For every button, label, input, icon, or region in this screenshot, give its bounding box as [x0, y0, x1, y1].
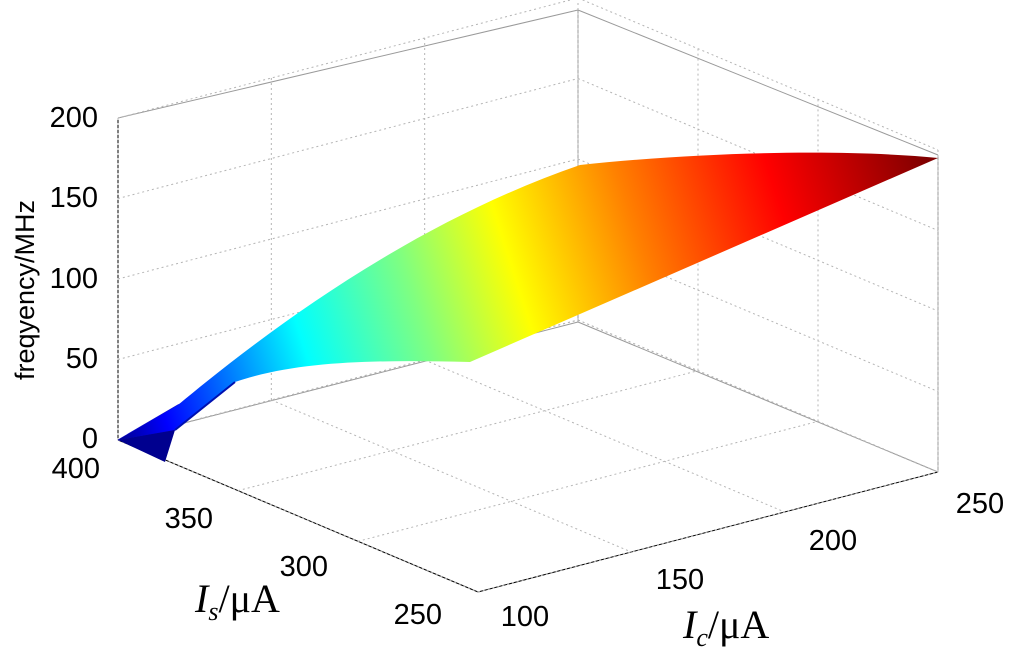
surface-plot [117, 152, 938, 462]
z-tick-50: 50 [66, 343, 98, 375]
x-ticks: 100 150 200 250 [501, 488, 1004, 633]
y-ticks: 400 350 300 250 [52, 453, 442, 631]
surface-crease [174, 381, 236, 431]
grid-line [117, 158, 579, 280]
x-axis-label: Ic/μA [682, 602, 769, 652]
grid-line [424, 359, 785, 513]
grid-line [237, 370, 699, 492]
y-tick-350: 350 [165, 503, 213, 535]
z-tick-100: 100 [50, 263, 98, 295]
z-axis-label: freqyency/MHz [10, 200, 40, 380]
y-tick-300: 300 [280, 551, 328, 583]
y-tick-400: 400 [52, 453, 100, 485]
grid-line [577, 319, 939, 473]
x-tick-100: 100 [501, 601, 549, 633]
surface-front-edge [118, 430, 175, 462]
surface-mesh [118, 152, 938, 441]
grid-line [271, 399, 632, 553]
y-tick-250: 250 [394, 599, 442, 631]
grid-line [117, 439, 479, 593]
z-ticks: 200 150 100 50 0 [50, 102, 98, 455]
z-tick-0: 0 [82, 423, 98, 455]
z-tick-200: 200 [50, 102, 98, 134]
x-tick-250: 250 [956, 488, 1004, 520]
y-axis-label: Is/μA [194, 576, 280, 626]
grid-line [357, 420, 819, 542]
x-tick-200: 200 [809, 525, 857, 557]
grid-line [117, 0, 573, 119]
x-tick-150: 150 [656, 564, 704, 596]
grid-line [581, 0, 939, 151]
grid-line [117, 78, 579, 199]
z-tick-150: 150 [50, 182, 98, 214]
grid-line [477, 471, 939, 593]
